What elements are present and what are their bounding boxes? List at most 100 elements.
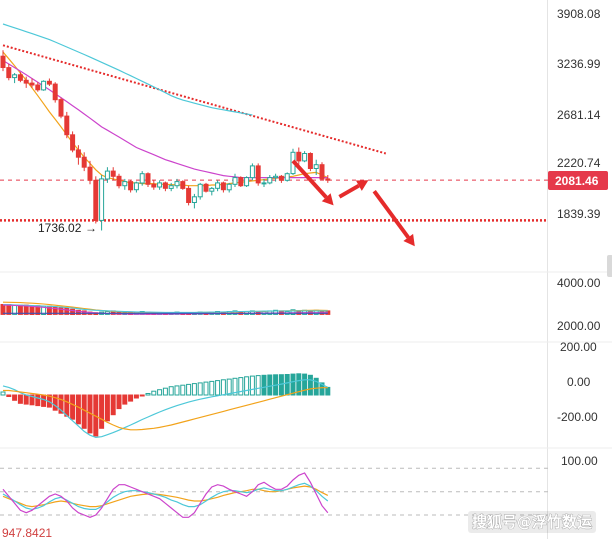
price-panel: [0, 23, 548, 247]
macd-tick-label: 200.00: [560, 340, 597, 354]
macd-histogram-bar: [70, 394, 76, 420]
candle-body: [325, 178, 331, 181]
macd-histogram-bar: [52, 394, 58, 411]
macd-histogram-bar: [209, 380, 215, 396]
price-ma-line-1: [2, 51, 329, 187]
candle-body: [64, 115, 70, 136]
price-ma-line-3: [2, 23, 253, 116]
price-tick-label: 2220.74: [557, 156, 601, 170]
macd-histogram-bar: [261, 374, 267, 396]
macd-tick-label: -200.00: [557, 410, 598, 424]
macd-histogram-bar: [238, 377, 244, 396]
macd-histogram-bar: [35, 394, 41, 407]
macd-histogram-bar: [197, 382, 203, 396]
candle-body: [244, 177, 250, 187]
candle-body: [180, 181, 186, 189]
forecast-arrow: [372, 190, 410, 239]
macd-histogram-bar: [180, 384, 186, 396]
candle-body: [81, 156, 87, 168]
candle-body: [296, 151, 302, 162]
forecast-arrowhead: [321, 193, 334, 206]
volume-bar: [273, 309, 279, 315]
kdj-line-1: [2, 485, 329, 508]
volume-panel: [0, 301, 331, 316]
macd-histogram-bar: [244, 376, 250, 396]
macd-histogram-bar: [151, 390, 157, 396]
macd-histogram-bar: [168, 386, 174, 396]
macd-histogram-bar: [191, 383, 197, 396]
low-price-arrow: →: [85, 221, 97, 235]
macd-histogram-bar: [267, 374, 273, 396]
macd-histogram-bar: [313, 377, 319, 396]
macd-histogram-bar: [255, 375, 261, 396]
price-tick-label: 3908.08: [557, 7, 601, 21]
macd-histogram-bar: [133, 394, 139, 399]
candle-body: [220, 182, 226, 191]
forecast-arrowhead: [403, 233, 415, 247]
candle-body: [157, 182, 163, 188]
candle-body: [75, 149, 81, 158]
candle-body: [52, 83, 58, 101]
candle-body: [319, 164, 325, 180]
macd-histogram-bar: [203, 381, 209, 396]
volume-tick-label: 2000.00: [557, 319, 601, 333]
candle-body: [122, 181, 128, 187]
price-tick-label: 1839.39: [557, 207, 601, 221]
current-price-badge: [548, 171, 608, 190]
kdj-panel: [0, 467, 548, 518]
candle-body: [133, 182, 139, 191]
price-tick-label: 3236.99: [557, 57, 601, 71]
macd-histogram-bar: [290, 373, 296, 396]
macd-histogram-bar: [128, 394, 134, 402]
candle-body: [197, 183, 203, 198]
candle-body: [307, 153, 313, 169]
macd-panel: [0, 373, 331, 439]
candle-body: [186, 187, 192, 203]
candle-body: [46, 80, 52, 85]
candle-body: [284, 173, 290, 181]
forecast-arrow: [338, 183, 360, 199]
scroll-handle[interactable]: [607, 255, 612, 277]
candle-body: [278, 175, 284, 181]
macd-tick-label: 0.00: [567, 375, 591, 389]
low-price-label: 1736.02: [38, 221, 82, 235]
candle-body: [191, 196, 197, 204]
candle-body: [128, 181, 134, 191]
candle-body: [35, 84, 41, 91]
macd-histogram-bar: [139, 394, 145, 397]
macd-line-1: [2, 379, 329, 439]
candle-body: [12, 74, 18, 79]
macd-histogram-bar: [162, 387, 168, 396]
volume-bar: [70, 308, 76, 316]
price-tick-label: 2681.14: [557, 108, 601, 122]
macd-histogram-bar: [23, 394, 29, 405]
macd-histogram-bar: [319, 382, 325, 396]
candle-body: [139, 173, 145, 184]
price-ma-line-2: [2, 59, 328, 179]
kdj-tick-label: 100.00: [561, 454, 598, 468]
macd-histogram-bar: [58, 394, 64, 414]
candle-body: [313, 164, 319, 169]
candle-body: [203, 183, 209, 192]
volume-ma-line-2: [2, 303, 328, 313]
macd-histogram-bar: [0, 391, 6, 396]
candle-body: [145, 173, 151, 185]
candle-body: [215, 182, 221, 189]
macd-histogram-bar: [157, 389, 163, 396]
candle-body: [99, 178, 105, 221]
candle-body: [23, 79, 29, 84]
watermark-text: 搜狐号@浮竹数运: [472, 513, 592, 531]
candle-body: [70, 134, 76, 151]
macd-histogram-bar: [145, 393, 151, 396]
candle-body: [168, 185, 174, 189]
candle-body: [17, 74, 23, 81]
candle-body: [58, 99, 64, 117]
candle-body: [302, 153, 308, 162]
current-price-label: 2081.46: [555, 174, 599, 188]
macd-histogram-bar: [110, 394, 116, 416]
candle-body: [6, 67, 12, 79]
kdj-line-2: [2, 482, 329, 511]
candle-body: [104, 170, 110, 180]
macd-histogram-bar: [29, 394, 35, 406]
